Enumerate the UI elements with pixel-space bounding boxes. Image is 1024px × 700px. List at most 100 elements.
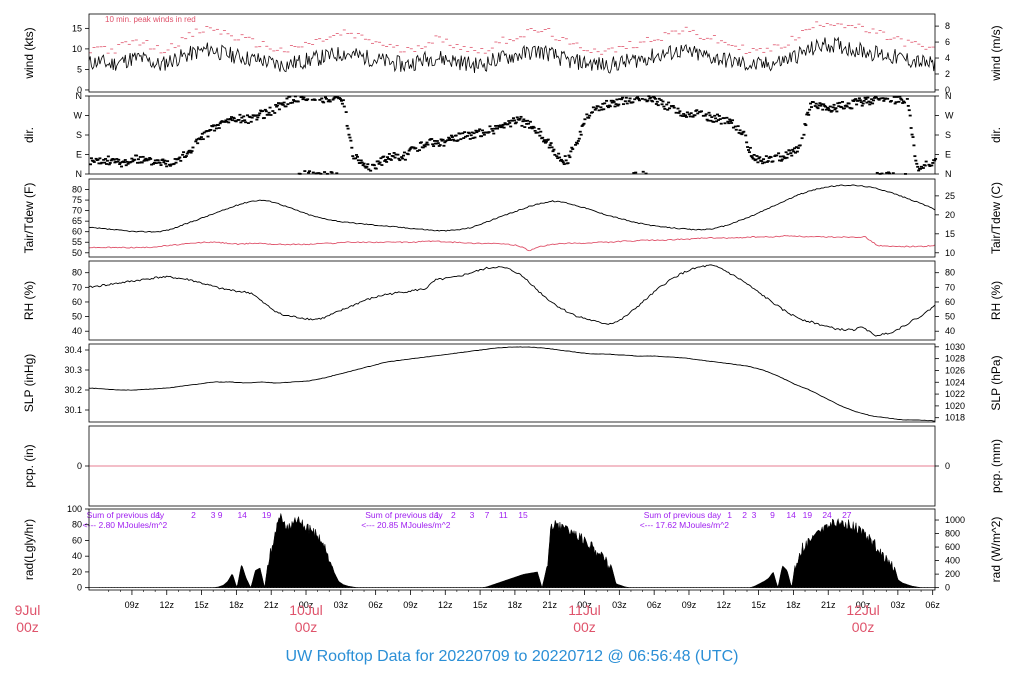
direction-mark bbox=[712, 121, 716, 123]
ytick-label: 40 bbox=[72, 551, 82, 561]
direction-mark bbox=[315, 172, 319, 175]
ytick-label: 50 bbox=[72, 248, 82, 258]
ytick-label: S bbox=[76, 130, 82, 140]
direction-mark bbox=[872, 99, 876, 102]
direction-mark bbox=[285, 97, 289, 100]
direction-frame bbox=[88, 95, 936, 175]
direction-mark bbox=[543, 139, 547, 141]
ytick-label: 80 bbox=[72, 520, 82, 530]
direction-mark bbox=[875, 171, 879, 174]
direction-mark bbox=[621, 96, 625, 99]
direction-mark bbox=[857, 97, 861, 100]
direction-mark bbox=[649, 96, 653, 99]
direction-mark bbox=[396, 153, 400, 156]
direction-mark bbox=[245, 114, 249, 117]
direction-mark bbox=[133, 158, 137, 161]
direction-mark bbox=[762, 158, 766, 161]
direction-mark bbox=[338, 97, 342, 99]
direction-mark bbox=[809, 106, 813, 108]
direction-mark bbox=[575, 142, 579, 145]
direction-mark bbox=[804, 124, 808, 127]
direction-mark bbox=[547, 146, 551, 149]
ytick-label: 80 bbox=[72, 268, 82, 278]
direction-mark bbox=[488, 125, 492, 128]
direction-mark bbox=[644, 172, 648, 175]
direction-mark bbox=[515, 116, 519, 119]
direction-mark bbox=[500, 124, 504, 127]
direction-mark bbox=[723, 122, 727, 125]
xtick-label: 15z bbox=[194, 600, 209, 610]
direction-mark bbox=[907, 109, 911, 112]
direction-mark bbox=[909, 127, 913, 129]
direction-mark bbox=[837, 105, 841, 108]
direction-mark bbox=[663, 108, 667, 110]
direction-mark bbox=[781, 155, 785, 158]
direction-mark bbox=[828, 105, 832, 108]
direction-mark bbox=[449, 134, 453, 137]
ytick-label: N bbox=[76, 169, 83, 179]
direction-mark bbox=[114, 160, 118, 163]
direction-mark bbox=[225, 120, 229, 123]
direction-mark bbox=[262, 117, 266, 119]
direction-mark bbox=[191, 146, 195, 149]
direction-mark bbox=[659, 99, 663, 101]
direction-mark bbox=[693, 114, 697, 117]
panel-pressure: 30.1 30.2 30.3 30.4 1018 1020 1022 1024 10261028… bbox=[22, 342, 1003, 423]
direction-mark bbox=[581, 123, 585, 126]
radiation-hour-markers: 1 2 3 9 14 19 1 2 3 7 11 15 1 2 3 9 14 19 24 27 bbox=[156, 510, 852, 520]
xtick-label: 03z bbox=[334, 600, 349, 610]
direction-mark bbox=[291, 101, 295, 104]
direction-mark bbox=[383, 160, 387, 162]
direction-mark bbox=[422, 144, 426, 147]
direction-mark bbox=[806, 111, 810, 114]
direction-mark bbox=[289, 102, 293, 104]
ytick-right-label: 50 bbox=[945, 312, 955, 322]
direction-mark bbox=[903, 101, 907, 104]
direction-mark bbox=[184, 155, 188, 157]
direction-mark bbox=[344, 111, 348, 113]
direction-mark bbox=[224, 119, 228, 122]
direction-mark bbox=[733, 125, 737, 128]
direction-mark bbox=[162, 161, 166, 164]
direction-mark bbox=[750, 156, 754, 159]
direction-mark bbox=[791, 148, 795, 151]
direction-mark bbox=[463, 131, 467, 134]
direction-mark bbox=[919, 167, 923, 170]
direction-mark bbox=[580, 125, 584, 127]
wind-ylabel-right: wind (m/s) bbox=[989, 25, 1003, 81]
daily-sum-value: <--- 17.62 MJoules/m^2 bbox=[640, 520, 730, 530]
direction-mark bbox=[609, 99, 613, 102]
direction-mark bbox=[802, 133, 806, 136]
direction-mark bbox=[832, 103, 836, 106]
direction-mark bbox=[100, 161, 104, 164]
direction-mark bbox=[392, 152, 396, 154]
date-hour-label: 00z bbox=[16, 619, 39, 635]
ytick-right-label: N bbox=[945, 169, 952, 179]
direction-mark bbox=[347, 133, 351, 136]
direction-mark bbox=[560, 160, 564, 162]
direction-mark bbox=[213, 129, 217, 132]
direction-mark bbox=[636, 96, 640, 99]
direction-mark bbox=[425, 141, 429, 144]
direction-mark bbox=[351, 155, 355, 157]
direction-mark bbox=[775, 154, 779, 157]
date-hour-label: 00z bbox=[573, 619, 596, 635]
direction-mark bbox=[736, 125, 740, 128]
direction-mark bbox=[894, 101, 898, 104]
direction-mark bbox=[868, 103, 872, 106]
date-label: 10Jul bbox=[289, 602, 322, 618]
direction-mark bbox=[618, 98, 622, 100]
direction-mark bbox=[91, 160, 95, 162]
direction-mark bbox=[752, 154, 756, 156]
direction-mark bbox=[860, 104, 864, 107]
direction-mark bbox=[585, 113, 589, 116]
direction-mark bbox=[852, 100, 856, 103]
direction-mark bbox=[778, 159, 782, 162]
direction-mark bbox=[232, 117, 236, 120]
direction-mark bbox=[898, 95, 902, 98]
direction-mark bbox=[137, 161, 141, 164]
direction-mark bbox=[682, 113, 686, 115]
direction-mark bbox=[196, 142, 200, 145]
ytick-right-label: 1022 bbox=[945, 389, 965, 399]
direction-mark bbox=[324, 96, 327, 99]
